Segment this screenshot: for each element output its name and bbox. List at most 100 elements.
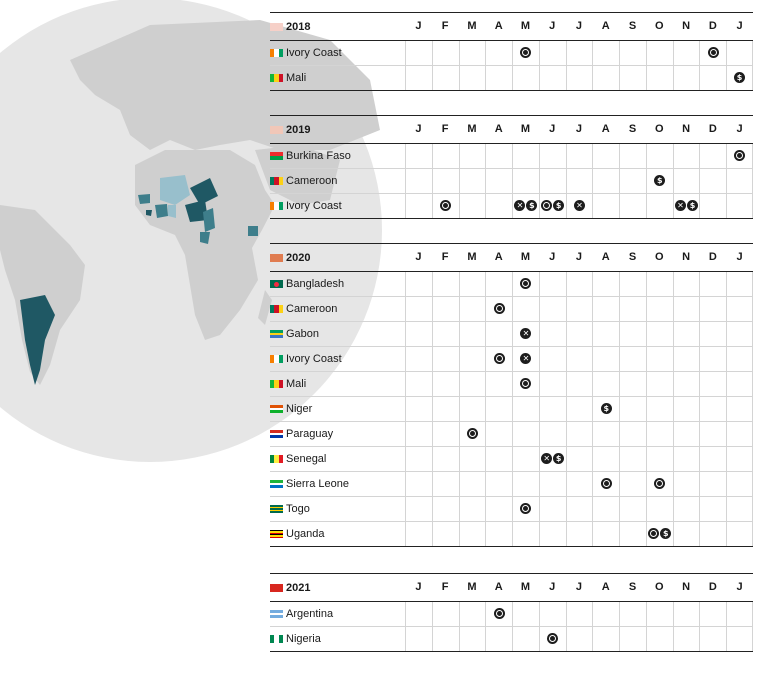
month-cell — [538, 372, 566, 396]
flag-icon — [270, 455, 283, 463]
month-cell — [619, 627, 646, 651]
country-name: Mali — [270, 378, 405, 390]
month-label: S — [628, 251, 637, 263]
month-cell — [592, 497, 619, 521]
year-label: 2019 — [270, 124, 405, 136]
month-cell — [672, 627, 700, 651]
event-markers — [486, 303, 512, 314]
month-cell — [538, 272, 566, 296]
year-text: 2019 — [286, 123, 311, 136]
month-cell — [672, 472, 700, 496]
month-cell — [645, 497, 673, 521]
month-cell — [565, 422, 593, 446]
country-name: Nigeria — [270, 633, 405, 645]
month-label: S — [628, 123, 637, 135]
month-cell — [431, 272, 459, 296]
year-label: 2021 — [270, 582, 405, 594]
year-text: 2018 — [286, 20, 311, 33]
gabon-shape — [200, 232, 210, 244]
month-label: A — [494, 581, 503, 593]
month-cell: ✕ — [565, 194, 593, 218]
month-cell — [431, 66, 459, 90]
month-label: S — [628, 20, 637, 32]
month-label: J — [575, 20, 583, 32]
dollar-event-icon: $ — [600, 403, 612, 414]
year-swatch — [270, 22, 283, 31]
month-label: M — [467, 581, 477, 593]
year-table-2021: 2021 J F M A M J J A S O N D J Argentina Nigeria — [270, 573, 753, 652]
month-cell — [699, 372, 726, 396]
month-cell — [485, 144, 512, 168]
ring-event-icon — [547, 633, 559, 644]
country-name: Cameroon — [270, 175, 405, 187]
flag-icon — [270, 505, 283, 513]
month-cell — [592, 66, 619, 90]
month-cell — [592, 144, 619, 168]
year-label: 2020 — [270, 252, 405, 264]
month-cell — [565, 627, 593, 651]
month-cell — [458, 497, 486, 521]
month-cell — [458, 322, 486, 346]
flag-icon — [270, 305, 283, 313]
month-cell — [645, 194, 673, 218]
month-cell — [485, 322, 512, 346]
month-cell — [699, 272, 726, 296]
month-cell — [592, 41, 619, 65]
month-cell: $ — [538, 194, 566, 218]
month-label: N — [682, 123, 691, 135]
month-cell — [431, 41, 459, 65]
year-header: 2019 J F M A M J J A S O N D J — [270, 115, 753, 144]
niger-shape — [190, 178, 218, 205]
year-table-2018: 2018 J F M A M J J A S O N D J Ivory Coast Mali $ — [270, 12, 753, 91]
month-cell — [592, 447, 619, 471]
month-cell — [485, 422, 512, 446]
month-label: A — [494, 123, 503, 135]
month-cell — [431, 472, 459, 496]
sierra-leone-shape — [146, 210, 152, 216]
month-cell — [512, 169, 539, 193]
country-row: Ivory Coast ✕ — [270, 347, 753, 372]
month-cell — [485, 472, 512, 496]
dollar-event-icon: $ — [553, 200, 565, 211]
month-cell — [512, 297, 539, 321]
country-name: Burkina Faso — [270, 150, 405, 162]
event-markers: ✕ — [567, 200, 593, 211]
month-label: D — [708, 581, 717, 593]
month-cell — [405, 627, 432, 651]
month-cell — [405, 472, 432, 496]
month-cell — [645, 272, 673, 296]
month-cell — [565, 297, 593, 321]
month-cell — [538, 297, 566, 321]
month-cell — [512, 41, 539, 65]
month-cell — [431, 372, 459, 396]
month-cell — [485, 272, 512, 296]
country-name: Paraguay — [270, 428, 405, 440]
month-cell — [645, 627, 673, 651]
month-cell — [485, 66, 512, 90]
year-label: 2018 — [270, 21, 405, 33]
ring-event-icon — [493, 353, 505, 364]
month-cell — [431, 447, 459, 471]
month-cell — [619, 397, 646, 421]
month-label: A — [494, 20, 503, 32]
month-cell — [592, 194, 619, 218]
x-event-icon: ✕ — [520, 353, 532, 364]
event-markers — [486, 353, 512, 364]
month-grid: $ — [405, 169, 753, 193]
country-label: Mali — [286, 72, 307, 84]
event-markers: $ — [727, 72, 752, 83]
month-cell — [645, 41, 673, 65]
country-label: Sierra Leone — [286, 478, 349, 490]
month-cell — [565, 472, 593, 496]
month-label: J — [736, 251, 743, 263]
month-cell — [458, 422, 486, 446]
month-cell — [699, 497, 726, 521]
month-cell — [726, 422, 753, 446]
month-cell — [512, 397, 539, 421]
month-cell — [592, 422, 619, 446]
mali-shape — [160, 175, 190, 205]
month-cell — [405, 447, 432, 471]
month-cell — [458, 41, 486, 65]
country-name: Ivory Coast — [270, 47, 405, 59]
month-grid: $ — [405, 397, 753, 421]
